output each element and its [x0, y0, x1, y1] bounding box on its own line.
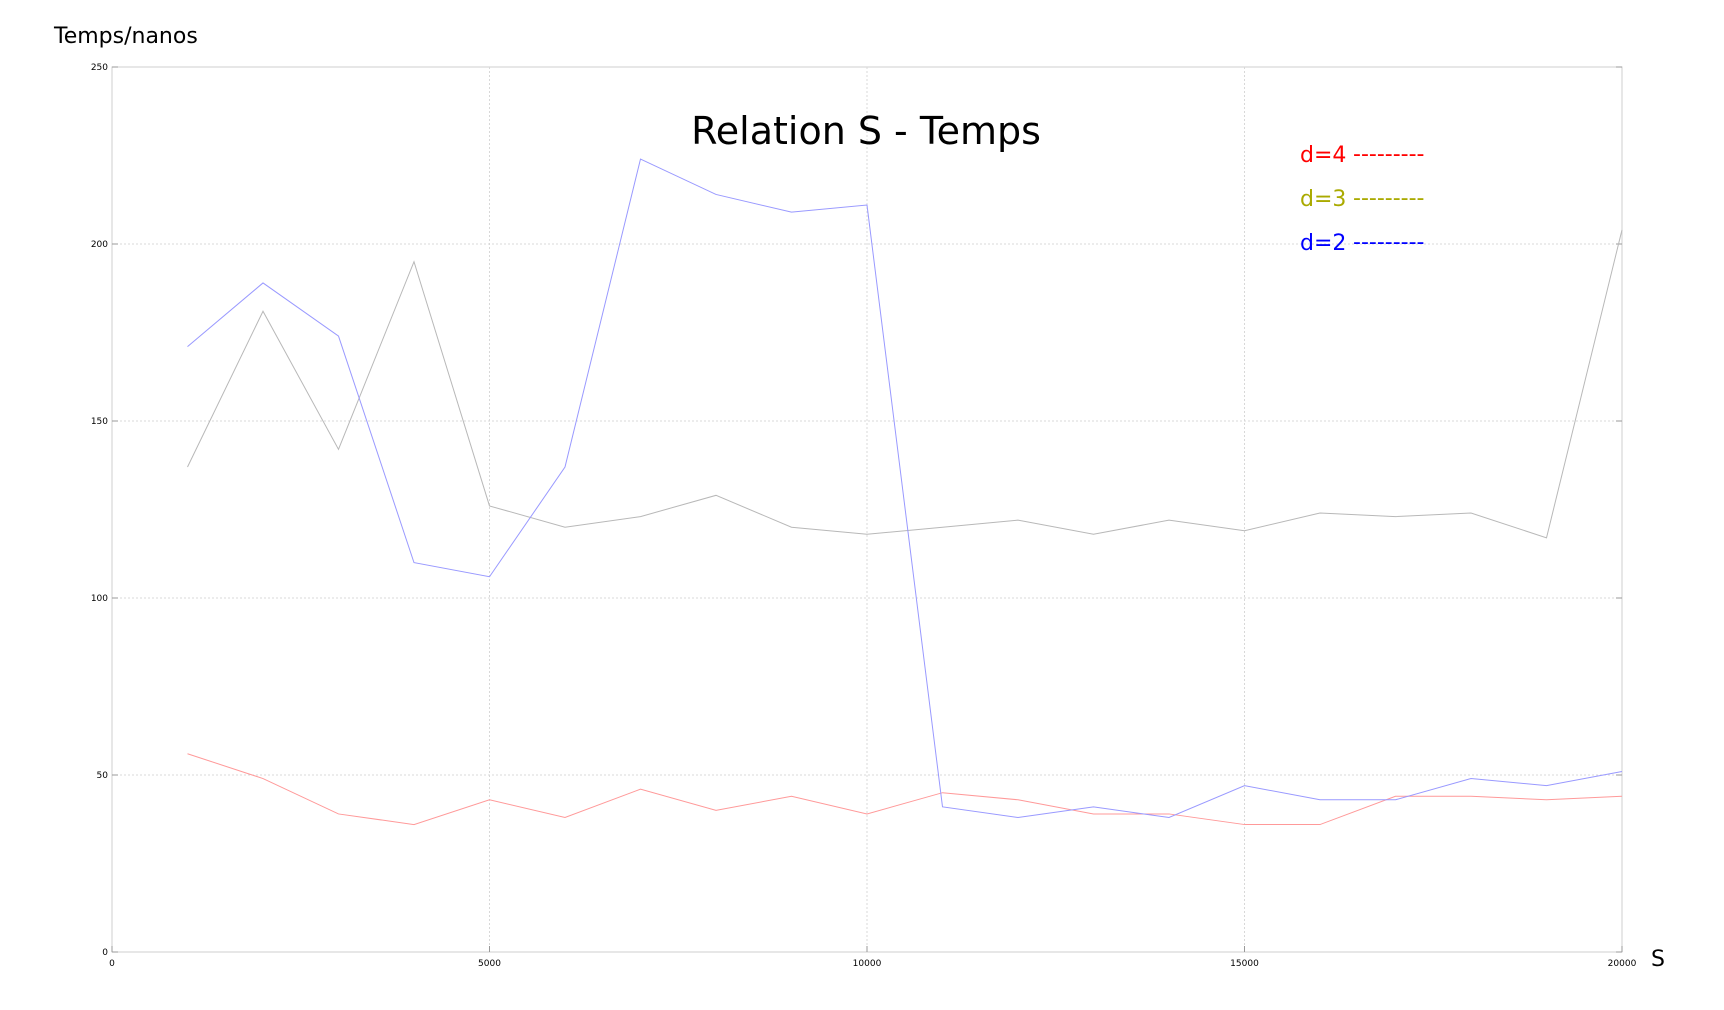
series-line-2 — [187, 158, 1623, 818]
series-group — [187, 158, 1623, 826]
y-tick-label: 0 — [102, 948, 108, 958]
y-tick-label: 200 — [91, 240, 108, 250]
y-tick-label: 250 — [91, 63, 108, 73]
x-tick-label: 15000 — [1230, 959, 1259, 969]
series-line-0 — [187, 753, 1623, 826]
legend-dashes: --------- — [1353, 186, 1424, 211]
y-axis-label: Temps/nanos — [53, 24, 198, 49]
x-tick-label: 5000 — [478, 959, 501, 969]
chart-title: Relation S - Temps — [691, 109, 1041, 153]
series-line-1 — [187, 229, 1623, 539]
legend-dashes: --------- — [1353, 142, 1424, 167]
x-tick-label: 20000 — [1608, 959, 1637, 969]
y-tick-label: 150 — [91, 417, 108, 427]
legend-label: d=3 — [1300, 187, 1346, 212]
x-tick-label: 10000 — [853, 959, 882, 969]
legend-label: d=2 — [1300, 231, 1346, 256]
x-tick-label: 0 — [109, 959, 115, 969]
tick-labels: 0 5000 10000 15000 20000 0 50 100 150 200 250 — [91, 63, 1637, 969]
y-tick-label: 50 — [97, 771, 109, 781]
x-axis-label: S — [1651, 947, 1665, 972]
grid — [111, 66, 1623, 953]
y-tick-label: 100 — [91, 594, 108, 604]
legend: d=4 --------- d=3 --------- d=2 --------- — [1300, 142, 1424, 256]
legend-dashes: --------- — [1353, 230, 1424, 255]
legend-label: d=4 — [1300, 143, 1346, 168]
